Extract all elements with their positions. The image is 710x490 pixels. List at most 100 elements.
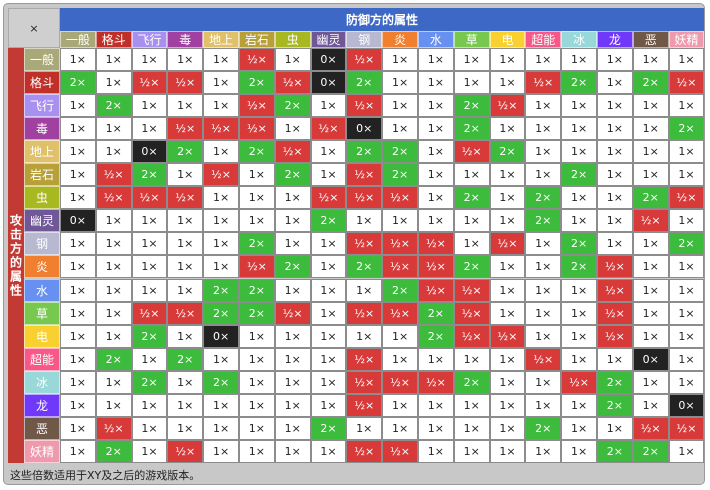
effectiveness-cell: ½× (489, 94, 526, 118)
effectiveness-cell: ½× (453, 324, 490, 348)
effectiveness-cell: 2× (525, 416, 562, 440)
effectiveness-cell: ½× (131, 301, 168, 325)
effectiveness-cell: 1× (668, 163, 704, 187)
effectiveness-cell: ½× (561, 370, 597, 394)
effectiveness-cell: 2× (453, 94, 490, 118)
effectiveness-cell: 1× (597, 48, 633, 72)
effectiveness-cell: 1× (525, 232, 562, 256)
effectiveness-cell: 1× (525, 140, 562, 164)
effectiveness-cell: 1× (561, 439, 597, 463)
effectiveness-cell: 1× (274, 416, 311, 440)
defense-type-5: 岩石 (239, 31, 275, 48)
effectiveness-cell: 1× (632, 163, 669, 187)
effectiveness-cell: ½× (489, 232, 526, 256)
effectiveness-cell: 1× (525, 48, 562, 72)
effectiveness-cell: ½× (346, 301, 383, 325)
effectiveness-cell: ½× (95, 186, 132, 210)
attack-type-9: 炎 (24, 255, 60, 279)
effectiveness-cell: 1× (310, 324, 347, 348)
effectiveness-cell: 1× (203, 232, 239, 256)
effectiveness-cell: 2× (239, 232, 275, 256)
effectiveness-cell: 1× (668, 278, 704, 302)
effectiveness-cell: 1× (239, 324, 275, 348)
effectiveness-cell: 1× (525, 393, 562, 417)
effectiveness-cell: 1× (597, 140, 633, 164)
effectiveness-cell: 2× (131, 324, 168, 348)
effectiveness-cell: 1× (167, 232, 204, 256)
attack-type-3: 毒 (24, 117, 60, 141)
effectiveness-cell: 1× (382, 117, 418, 141)
effectiveness-cell: 1× (274, 370, 311, 394)
effectiveness-cell: 1× (382, 416, 418, 440)
effectiveness-cell: 1× (167, 48, 204, 72)
effectiveness-cell: 1× (382, 71, 418, 95)
effectiveness-cell: ½× (274, 140, 311, 164)
effectiveness-cell: 2× (131, 163, 168, 187)
effectiveness-cell: ½× (167, 71, 204, 95)
attack-type-8: 钢 (24, 232, 60, 256)
effectiveness-cell: 1× (382, 48, 418, 72)
effectiveness-cell: ½× (95, 163, 132, 187)
effectiveness-cell: 1× (239, 370, 275, 394)
effectiveness-cell: ½× (632, 209, 669, 233)
effectiveness-cell: 1× (310, 255, 347, 279)
effectiveness-cell: ½× (632, 416, 669, 440)
attack-type-0: 一般 (24, 48, 60, 72)
effectiveness-cell: 1× (668, 370, 704, 394)
effectiveness-cell: ½× (239, 255, 275, 279)
effectiveness-cell: 2× (274, 94, 311, 118)
effectiveness-cell: 1× (167, 370, 204, 394)
effectiveness-cell: 1× (597, 416, 633, 440)
effectiveness-cell: 1× (632, 301, 669, 325)
effectiveness-cell: 1× (632, 324, 669, 348)
effectiveness-cell: 2× (525, 186, 562, 210)
effectiveness-cell: ½× (167, 439, 204, 463)
effectiveness-cell: ½× (239, 117, 275, 141)
effectiveness-cell: 1× (310, 370, 347, 394)
effectiveness-cell: 2× (274, 163, 311, 187)
defense-type-1: 格斗 (95, 31, 132, 48)
effectiveness-cell: ½× (382, 301, 418, 325)
effectiveness-cell: 1× (525, 94, 562, 118)
attack-type-10: 水 (24, 278, 60, 302)
effectiveness-cell: 2× (561, 232, 597, 256)
defense-type-6: 虫 (274, 31, 311, 48)
effectiveness-cell: 1× (668, 347, 704, 371)
effectiveness-cell: 1× (60, 301, 96, 325)
effectiveness-cell: 2× (60, 71, 96, 95)
effectiveness-cell: 1× (489, 370, 526, 394)
effectiveness-cell: 0× (60, 209, 96, 233)
effectiveness-cell: ½× (346, 163, 383, 187)
effectiveness-cell: 1× (597, 186, 633, 210)
effectiveness-cell: 1× (489, 186, 526, 210)
type-chart-window: × 防御方的属性 攻击方的属性 一般 格斗 飞行毒地上 岩石虫幽灵钢炎水草电超能冰龙恶… (3, 3, 705, 485)
effectiveness-cell: 1× (597, 163, 633, 187)
effectiveness-cell: 1× (131, 393, 168, 417)
effectiveness-cell: 1× (274, 186, 311, 210)
effectiveness-cell: 2× (668, 117, 704, 141)
effectiveness-cell: 2× (239, 71, 275, 95)
defense-type-10: 水 (418, 31, 454, 48)
effectiveness-cell: 1× (167, 94, 204, 118)
effectiveness-cell: ½× (346, 94, 383, 118)
effectiveness-cell: ½× (346, 370, 383, 394)
effectiveness-cell: 1× (95, 232, 132, 256)
effectiveness-cell: ½× (382, 370, 418, 394)
effectiveness-cell: 1× (274, 117, 311, 141)
effectiveness-cell: 2× (418, 324, 454, 348)
effectiveness-cell: ½× (597, 324, 633, 348)
effectiveness-cell: 1× (274, 347, 311, 371)
table-corner: × (8, 8, 60, 48)
effectiveness-cell: 1× (632, 140, 669, 164)
effectiveness-cell: ½× (131, 71, 168, 95)
effectiveness-cell: 1× (167, 209, 204, 233)
effectiveness-cell: 1× (561, 94, 597, 118)
defense-type-14: 冰 (561, 31, 597, 48)
effectiveness-cell: 0× (632, 347, 669, 371)
effectiveness-cell: 1× (597, 117, 633, 141)
effectiveness-cell: 1× (60, 94, 96, 118)
attack-type-2: 飞行 (24, 94, 60, 118)
effectiveness-cell: 1× (167, 324, 204, 348)
effectiveness-cell: ½× (95, 416, 132, 440)
effectiveness-cell: 1× (131, 416, 168, 440)
